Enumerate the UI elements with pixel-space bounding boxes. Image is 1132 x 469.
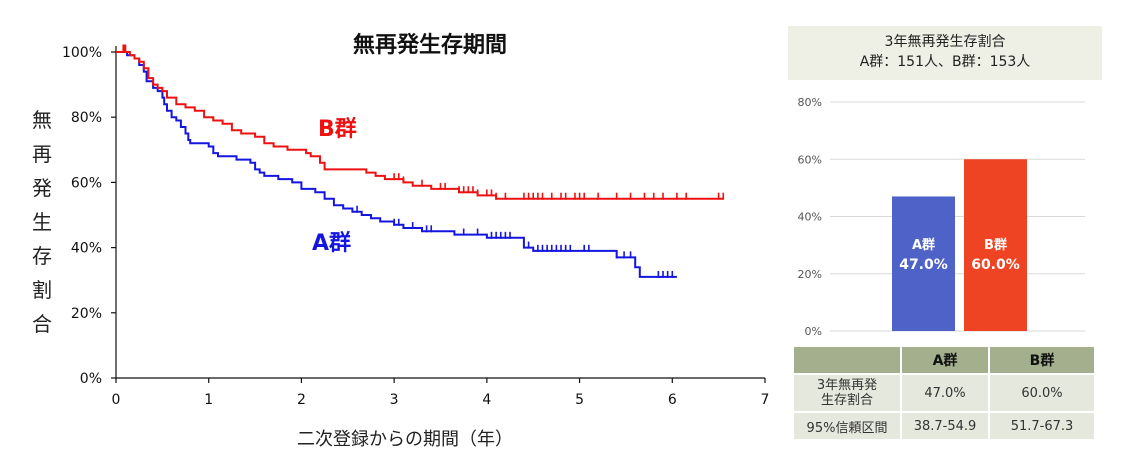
bar-y-tick-label: 20% <box>798 268 822 281</box>
km-chart-title: 無再発生存期間 <box>353 32 507 58</box>
km-x-tick-label: 6 <box>668 392 677 408</box>
km-y-axis-label-char: 無 <box>32 108 52 132</box>
table-header-empty <box>792 345 902 375</box>
bar-y-tick-label: 0% <box>805 325 822 338</box>
bar-value-label: 47.0% <box>899 257 948 273</box>
bar-y-tick-label: 80% <box>798 96 822 109</box>
km-x-tick-label: 0 <box>112 392 121 408</box>
km-x-tick-label: 7 <box>761 392 770 408</box>
bar-y-tick-label: 60% <box>798 153 822 166</box>
km-y-axis-label-char: 再 <box>32 142 52 166</box>
km-y-axis-label-char: 割 <box>32 278 52 302</box>
bar-chart-title-box: 3年無再発生存割合 A群：151人、B群：153人 <box>788 26 1102 80</box>
km-y-axis-label: 無再発生存割合 <box>32 108 52 336</box>
km-x-tick-label: 3 <box>390 392 399 408</box>
km-y-axis-label-char: 合 <box>32 312 52 336</box>
km-y-tick-label: 0% <box>80 371 102 387</box>
table-cell-b-3yr: 60.0% <box>988 373 1096 413</box>
table-header-a: A群 <box>900 345 990 375</box>
table-header-b: B群 <box>988 345 1096 375</box>
table-cell-b-ci: 51.7-67.3 <box>988 411 1096 441</box>
table-cell-a-ci: 38.7-54.9 <box>900 411 990 441</box>
bar-category-label: B群 <box>984 237 1007 253</box>
table-cell-a-3yr: 47.0% <box>900 373 990 413</box>
km-y-axis-label-char: 存 <box>32 244 52 268</box>
km-series-line-b <box>116 44 724 200</box>
km-x-tick-label: 1 <box>204 392 213 408</box>
bar-b <box>964 159 1027 331</box>
bar-chart-title: 3年無再発生存割合 <box>884 34 1006 50</box>
km-y-tick-label: 40% <box>71 241 102 257</box>
km-x-tick-label: 4 <box>482 392 491 408</box>
bar-chart: 0% 20% 40% 60% 80% A群 47.0% B群 60.0% <box>798 96 1085 338</box>
table-row-label-ci: 95%信頼区間 <box>792 411 902 441</box>
bar-a <box>892 196 955 331</box>
km-y-axis-label-char: 発 <box>32 176 52 200</box>
table-row-label-3yr: 3年無再発 生存割合 <box>792 373 902 413</box>
km-series-line-a <box>116 51 677 278</box>
km-y-tick-label: 20% <box>71 306 102 322</box>
table-row: 3年無再発 生存割合 47.0% 60.0% <box>792 373 1096 413</box>
series-label-b: B群 <box>318 116 357 142</box>
km-x-tick-label: 5 <box>575 392 584 408</box>
km-x-axis-label: 二次登録からの期間（年） <box>297 429 513 450</box>
km-chart: 0% 20% 40% 60% 80% 100% 0 1 2 3 4 5 6 7 無再発生存期間 二次登録か… <box>32 32 770 450</box>
bar-chart-subtitle: A群：151人、B群：153人 <box>859 54 1031 70</box>
km-y-axis-label-char: 生 <box>32 210 52 234</box>
km-y-tick-label: 60% <box>71 175 102 191</box>
table-row: 95%信頼区間 38.7-54.9 51.7-67.3 <box>792 411 1096 441</box>
bar-value-label: 60.0% <box>971 257 1020 273</box>
bar-category-label: A群 <box>912 237 935 253</box>
stats-table: A群 B群 3年無再発 生存割合 47.0% 60.0% 95%信頼区間 38.… <box>792 345 1096 441</box>
km-y-tick-label: 100% <box>62 45 102 61</box>
bar-y-tick-label: 40% <box>798 211 822 224</box>
km-x-tick-label: 2 <box>297 392 306 408</box>
series-label-a: A群 <box>312 230 351 256</box>
km-y-tick-label: 80% <box>71 110 102 126</box>
